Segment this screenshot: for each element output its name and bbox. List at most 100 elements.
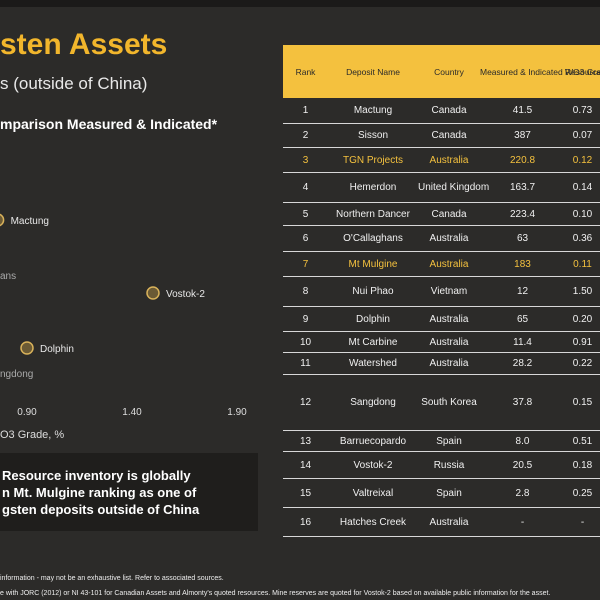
table-cell: Northern Dancer bbox=[336, 208, 410, 220]
table-cell: Australia bbox=[429, 358, 469, 369]
table-row: 10 Mt Carbine Australia 11.4 0.91 bbox=[283, 332, 600, 353]
table-cell: Australia bbox=[429, 233, 469, 244]
column-header: Country bbox=[434, 66, 464, 77]
table-row: 8 Nui Phao Vietnam 12 1.50 bbox=[283, 277, 600, 307]
table-cell: 163.7 bbox=[509, 182, 536, 193]
table-row: 7 Mt Mulgine Australia 183 0.11 bbox=[283, 252, 600, 277]
table-cell: United Kingdom bbox=[418, 182, 490, 193]
table-row: 16 Hatches Creek Australia - - bbox=[283, 508, 600, 537]
table-cell: Vietnam bbox=[430, 286, 468, 297]
chart-heading: mparison Measured & Indicated* bbox=[0, 116, 218, 132]
table-cell: Mt Carbine bbox=[348, 336, 398, 348]
table-cell: 41.5 bbox=[512, 105, 533, 116]
data-point bbox=[0, 213, 5, 227]
table-cell: Canada bbox=[431, 105, 467, 116]
table-cell: 14 bbox=[299, 459, 312, 471]
column-header: Rank bbox=[295, 66, 316, 77]
table-cell: 10 bbox=[299, 336, 312, 348]
table-cell: Australia bbox=[429, 336, 469, 348]
table-row: 13 Barruecopardo Spain 8.0 0.51 bbox=[283, 431, 600, 452]
table-cell: Dolphin bbox=[356, 313, 390, 325]
table-header: Rank Deposit Name Country Measured & Indica… bbox=[283, 45, 600, 98]
table-cell: 183 bbox=[514, 258, 531, 270]
table-cell: Canada bbox=[431, 208, 467, 220]
table-cell: Australia bbox=[429, 516, 469, 528]
table-cell: 15 bbox=[299, 487, 312, 499]
table-cell: 13 bbox=[299, 435, 312, 447]
point-label: Dolphin bbox=[40, 344, 74, 355]
point-label: ngdong bbox=[0, 369, 33, 380]
top-band bbox=[0, 0, 600, 7]
table-cell: 0.73 bbox=[572, 105, 593, 116]
data-point bbox=[20, 341, 34, 355]
table-cell: Watershed bbox=[349, 358, 397, 369]
table-cell: Hemerdon bbox=[349, 182, 397, 193]
table-cell: 0.18 bbox=[572, 459, 593, 471]
x-tick-label: 1.40 bbox=[122, 407, 142, 418]
table-cell: 0.14 bbox=[572, 182, 593, 193]
point-label: Mactung bbox=[11, 216, 49, 227]
table-cell: 7 bbox=[302, 258, 309, 270]
table-cell: 3 bbox=[302, 154, 309, 166]
table-cell: 2 bbox=[302, 130, 309, 141]
table-cell: 220.8 bbox=[509, 154, 536, 166]
data-point bbox=[146, 286, 160, 300]
table-cell: 9 bbox=[302, 313, 309, 325]
table-cell: 0.22 bbox=[572, 358, 593, 369]
table-row: 9 Dolphin Australia 65 0.20 bbox=[283, 307, 600, 332]
table-cell: 1.50 bbox=[572, 286, 593, 297]
table-cell: Mactung bbox=[353, 105, 393, 116]
table-cell: Australia bbox=[429, 258, 469, 270]
table-cell: 20.5 bbox=[512, 459, 533, 471]
table-row: 12 Sangdong South Korea 37.8 0.15 bbox=[283, 375, 600, 431]
table-cell: Valtreixal bbox=[352, 487, 394, 499]
table-cell: Russia bbox=[433, 459, 465, 471]
footnote: information - may not be an exhaustive l… bbox=[0, 575, 224, 582]
point-label: Vostok-2 bbox=[166, 289, 205, 300]
table-cell: South Korea bbox=[421, 397, 477, 408]
table-cell: Australia bbox=[429, 313, 469, 325]
x-tick-label: 1.90 bbox=[227, 407, 247, 418]
table-cell: 0.51 bbox=[572, 435, 593, 447]
table-cell: 8.0 bbox=[515, 435, 530, 447]
column-header: Deposit Name bbox=[346, 66, 400, 77]
table-cell: TGN Projects bbox=[342, 154, 403, 166]
callout-line: n Mt. Mulgine ranking as one of bbox=[2, 485, 197, 500]
table-cell: 2.8 bbox=[515, 487, 530, 499]
table-cell: 6 bbox=[302, 233, 309, 244]
table-cell: Vostok-2 bbox=[353, 459, 393, 471]
table-cell: 223.4 bbox=[509, 208, 536, 220]
table-cell: - bbox=[580, 516, 585, 528]
table-cell: 0.91 bbox=[572, 336, 593, 348]
table-cell: 37.8 bbox=[512, 397, 533, 408]
table-cell: 0.07 bbox=[572, 130, 593, 141]
table-row: 15 Valtreixal Spain 2.8 0.25 bbox=[283, 479, 600, 508]
table-cell: 63 bbox=[516, 233, 529, 244]
table-cell: 12 bbox=[516, 286, 529, 297]
table-cell: 4 bbox=[302, 182, 309, 193]
table-cell: Australia bbox=[429, 154, 469, 166]
scatter-chart: 0.90 1.40 1.90 O3 Grade, % Mactung ans Vostok-… bbox=[0, 213, 247, 441]
table-row: 3 TGN Projects Australia 220.8 0.12 bbox=[283, 148, 600, 173]
table-cell: O'Callaghans bbox=[343, 233, 403, 244]
table-cell: Hatches Creek bbox=[339, 516, 407, 528]
callout-line: Resource inventory is globally bbox=[2, 468, 191, 483]
table-cell: 11.4 bbox=[513, 336, 532, 348]
table-cell: 0.12 bbox=[572, 154, 593, 166]
spacer bbox=[0, 453, 258, 467]
table-cell: 28.2 bbox=[512, 358, 533, 369]
table-cell: Canada bbox=[431, 130, 467, 141]
table-cell: 0.11 bbox=[573, 258, 592, 270]
column-header: WO3 Grade (%) bbox=[565, 66, 600, 77]
table-row: 1 Mactung Canada 41.5 0.73 bbox=[283, 98, 600, 124]
table-row: 4 Hemerdon United Kingdom 163.7 0.14 bbox=[283, 173, 600, 203]
title: sten Assets bbox=[0, 28, 168, 61]
table-cell: Spain bbox=[436, 435, 462, 447]
table-cell: 65 bbox=[516, 313, 529, 325]
table-row: 14 Vostok-2 Russia 20.5 0.18 bbox=[283, 452, 600, 479]
table-cell: Spain bbox=[436, 487, 462, 499]
table-cell: 387 bbox=[514, 130, 531, 141]
table-cell: Mt Mulgine bbox=[348, 258, 398, 270]
table-cell: Nui Phao bbox=[352, 286, 394, 297]
table: Rank Deposit Name Country Measured & Indica… bbox=[283, 45, 600, 537]
